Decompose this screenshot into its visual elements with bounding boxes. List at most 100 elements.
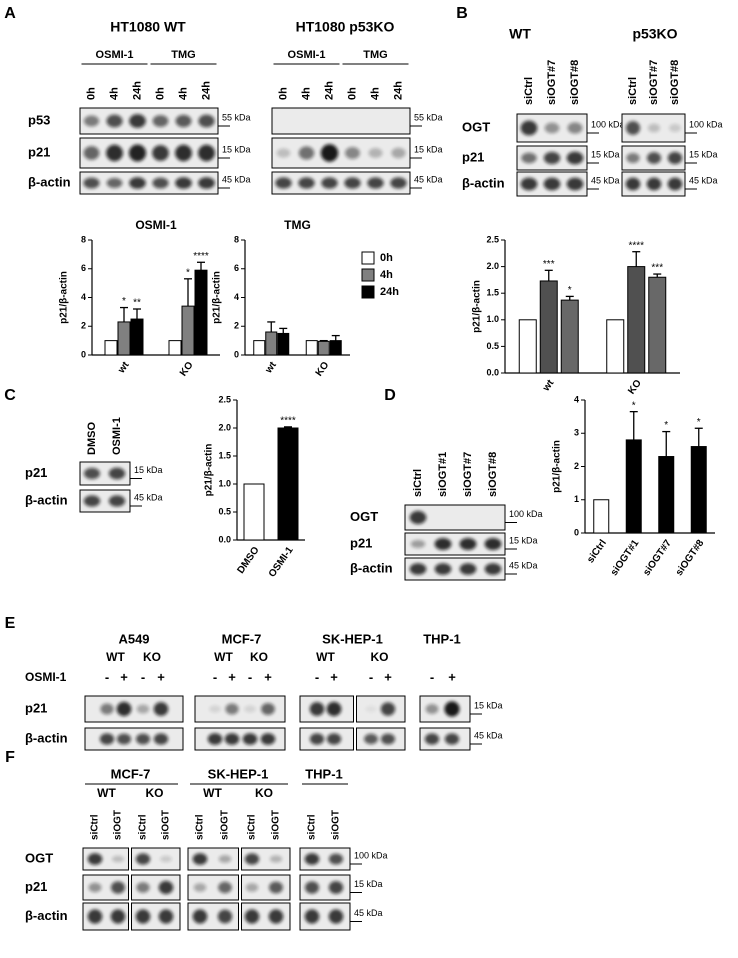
y-tick-label: 4 bbox=[81, 292, 86, 302]
band bbox=[135, 853, 151, 865]
significance: * bbox=[568, 285, 572, 296]
band bbox=[309, 702, 325, 716]
bar bbox=[277, 427, 299, 541]
blot-strip bbox=[79, 107, 219, 135]
marker-label: 100 kDa bbox=[509, 509, 543, 519]
lane-label: - bbox=[248, 669, 252, 684]
lane-label: siOGT#7 bbox=[462, 452, 474, 497]
bar bbox=[690, 446, 707, 534]
band bbox=[444, 701, 460, 717]
y-tick-label: 0.0 bbox=[486, 367, 499, 377]
lane-label: 0h bbox=[85, 87, 97, 100]
band bbox=[424, 733, 440, 745]
subgroup-label: OSMI-1 bbox=[96, 49, 134, 61]
x-tick-label: wt bbox=[263, 359, 279, 376]
lane-label: - bbox=[213, 669, 217, 684]
lane-label: siCtrl bbox=[412, 469, 424, 497]
cell-line-name: MCF-7 bbox=[222, 631, 262, 646]
y-axis-label: p21/β-actin bbox=[59, 271, 70, 324]
lane-label: siOGT#8 bbox=[487, 452, 499, 497]
y-axis-label: p21/β-actin bbox=[204, 444, 215, 497]
band bbox=[135, 733, 151, 745]
band bbox=[111, 855, 125, 863]
band bbox=[520, 120, 538, 136]
cell-line-name: THP-1 bbox=[305, 766, 343, 781]
band bbox=[484, 537, 502, 551]
lane-label: + bbox=[330, 669, 338, 684]
row-label: β-actin bbox=[462, 175, 505, 190]
band bbox=[647, 123, 661, 133]
genotype-label: WT bbox=[203, 786, 222, 800]
x-tick-label: siOGT#7 bbox=[641, 538, 674, 578]
marker-label: 45 kDa bbox=[134, 492, 163, 502]
blot-header: HT1080 WT bbox=[110, 19, 186, 35]
band bbox=[484, 563, 502, 575]
y-tick-label: 0.0 bbox=[218, 534, 231, 544]
lane-label: 4h bbox=[369, 87, 381, 100]
band bbox=[364, 733, 378, 745]
band bbox=[218, 855, 232, 863]
band bbox=[244, 705, 256, 713]
band bbox=[193, 883, 207, 892]
significance: * bbox=[186, 267, 190, 278]
blot-strip bbox=[241, 847, 291, 871]
band bbox=[268, 909, 284, 924]
marker-label: 100 kDa bbox=[689, 119, 723, 129]
lane-label: siOGT bbox=[271, 810, 282, 840]
y-tick-label: 1 bbox=[574, 494, 579, 504]
y-tick-label: 1.0 bbox=[486, 314, 499, 324]
band bbox=[135, 909, 151, 924]
band bbox=[242, 733, 258, 745]
x-tick-label: siOGT#8 bbox=[674, 538, 707, 578]
blot-strip bbox=[79, 137, 219, 169]
cell-line-name: THP-1 bbox=[423, 631, 461, 646]
x-tick-label: KO bbox=[314, 360, 332, 379]
bar bbox=[168, 340, 182, 356]
cell-line-name: SK-HEP-1 bbox=[322, 631, 383, 646]
bar bbox=[265, 331, 278, 356]
band bbox=[328, 853, 344, 865]
band bbox=[108, 467, 126, 480]
band bbox=[304, 881, 320, 894]
row-label: p21 bbox=[25, 700, 47, 715]
blot-strip bbox=[271, 137, 411, 169]
significance: **** bbox=[193, 251, 209, 262]
significance: **** bbox=[280, 416, 296, 427]
y-tick-label: 8 bbox=[234, 234, 239, 244]
y-tick-label: 1.5 bbox=[486, 288, 499, 298]
bar bbox=[648, 276, 667, 374]
band bbox=[83, 115, 100, 127]
marker-label: 15 kDa bbox=[414, 144, 443, 154]
band bbox=[152, 177, 169, 189]
lane-label: siCtrl bbox=[138, 814, 149, 840]
y-tick-label: 2.5 bbox=[486, 234, 499, 244]
band bbox=[320, 144, 339, 162]
bar bbox=[560, 299, 579, 374]
marker-label: 15 kDa bbox=[222, 144, 251, 154]
lane-label: siCtrl bbox=[90, 814, 101, 840]
band bbox=[108, 495, 126, 507]
chart-title: OSMI-1 bbox=[135, 218, 177, 232]
lane-label: 0h bbox=[154, 87, 166, 100]
row-label: OGT bbox=[25, 850, 53, 865]
band bbox=[409, 563, 427, 575]
cell-line-name: SK-HEP-1 bbox=[208, 766, 269, 781]
y-tick-label: 2 bbox=[574, 461, 579, 471]
blot-header: HT1080 p53KO bbox=[296, 19, 395, 35]
subgroup-label: TMG bbox=[363, 49, 387, 61]
band bbox=[459, 563, 477, 575]
bar bbox=[539, 280, 558, 374]
band bbox=[298, 177, 315, 189]
y-tick-label: 2.5 bbox=[218, 394, 231, 404]
row-label: β-actin bbox=[350, 560, 393, 575]
row-label: p21 bbox=[350, 535, 372, 550]
row-label: β-actin bbox=[25, 730, 68, 745]
lane-label: - bbox=[105, 669, 109, 684]
band bbox=[106, 114, 123, 128]
blot-header: WT bbox=[509, 26, 531, 42]
blot-strip bbox=[356, 727, 406, 751]
band bbox=[304, 909, 320, 924]
lane-label: siOGT#1 bbox=[437, 452, 449, 497]
lane-label: + bbox=[264, 669, 272, 684]
bar bbox=[305, 340, 318, 356]
